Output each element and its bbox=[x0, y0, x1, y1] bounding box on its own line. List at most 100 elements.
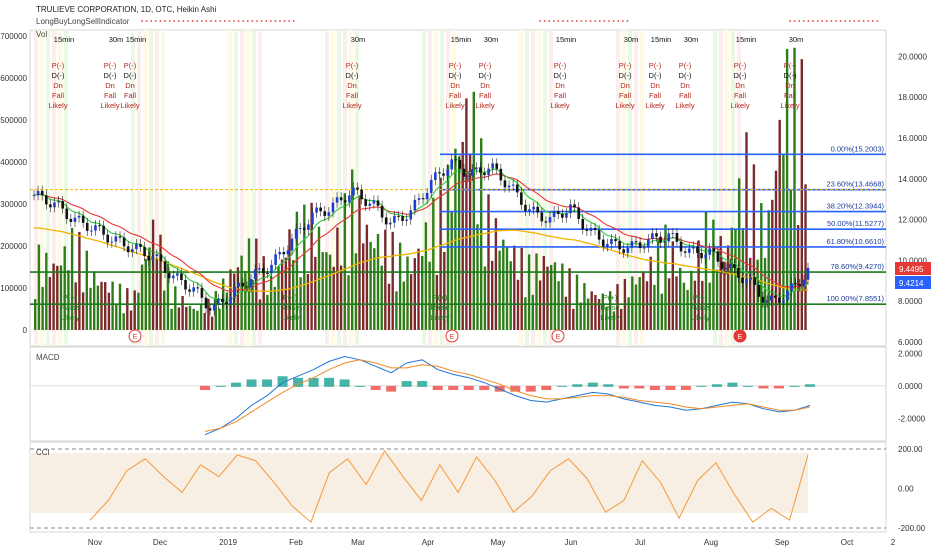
candle-body bbox=[442, 173, 445, 176]
macd-histogram-bar bbox=[293, 377, 304, 387]
volume-bar bbox=[317, 226, 321, 330]
annotation-text: P(-) bbox=[619, 61, 632, 70]
candle-body bbox=[732, 264, 736, 268]
volume-bar bbox=[509, 261, 512, 330]
macd-histogram-bar bbox=[277, 376, 288, 387]
macd-histogram-bar bbox=[324, 377, 335, 387]
candle-body bbox=[253, 269, 257, 280]
raise-annotation: Raise bbox=[430, 303, 449, 312]
volume-bar bbox=[233, 273, 236, 330]
volume-bar bbox=[240, 255, 243, 330]
chart-title: TRULIEVE CORPORATION, 1D, OTC, Heikin As… bbox=[36, 5, 217, 14]
signal-highlight-column bbox=[616, 30, 620, 346]
cci-tick: -200.00 bbox=[898, 524, 926, 533]
volume-bar bbox=[351, 169, 354, 330]
last-price-value: 9.4495 bbox=[899, 265, 924, 274]
price-tick: 12.0000 bbox=[898, 216, 927, 225]
candle-body bbox=[335, 197, 339, 203]
price-tick: 20.0000 bbox=[898, 52, 927, 61]
candle-body bbox=[233, 286, 236, 298]
annotation-text: Likely bbox=[100, 101, 119, 110]
candle-body bbox=[499, 168, 503, 181]
candle-body bbox=[786, 290, 789, 301]
annotation-text: Likely bbox=[730, 101, 749, 110]
volume-bar bbox=[450, 211, 453, 330]
annotation-text: Dn bbox=[620, 81, 630, 90]
volume-bar bbox=[424, 222, 428, 330]
candle-body bbox=[761, 296, 765, 303]
signal-dot bbox=[612, 20, 615, 22]
volume-bar bbox=[269, 275, 273, 330]
signal-dot bbox=[182, 20, 185, 22]
macd-histogram-bar bbox=[479, 385, 490, 391]
raise-annotation: Likely bbox=[60, 313, 79, 322]
signal-highlight-column bbox=[422, 30, 426, 346]
candle-body bbox=[397, 215, 400, 217]
candle-body bbox=[167, 272, 171, 279]
heikin-ashi-candles bbox=[32, 154, 810, 316]
annotation-text: D(-) bbox=[784, 71, 797, 80]
candle-body bbox=[348, 195, 351, 203]
annotation-text: D(-) bbox=[479, 71, 492, 80]
candle-body bbox=[569, 204, 572, 214]
candle-body bbox=[409, 210, 413, 220]
price-tick: 8.0000 bbox=[898, 297, 923, 306]
volume-bar bbox=[56, 265, 59, 330]
volume-bar bbox=[111, 281, 114, 330]
candle-body bbox=[151, 256, 155, 261]
candle-body bbox=[216, 299, 220, 305]
candle-body bbox=[57, 201, 60, 203]
signal-dot bbox=[848, 20, 851, 22]
ema-fast-line bbox=[33, 168, 809, 302]
candle-body bbox=[462, 168, 466, 177]
candle-body bbox=[765, 300, 769, 303]
candle-body bbox=[40, 190, 44, 196]
macd-histogram-bar bbox=[215, 385, 226, 387]
volume-bar bbox=[483, 266, 487, 330]
fib-label: 0.00%(15.2003) bbox=[831, 144, 885, 153]
signal-highlight-column bbox=[258, 30, 262, 346]
annotation-text: P(-) bbox=[734, 61, 747, 70]
signal-highlight-column bbox=[137, 30, 141, 346]
signal-highlight-column bbox=[143, 30, 147, 346]
annotation-text: D(-) bbox=[124, 71, 137, 80]
macd-histogram-bar bbox=[711, 384, 722, 387]
volume-bar bbox=[730, 227, 733, 330]
price-tick: 16.0000 bbox=[898, 134, 927, 143]
volume-bar bbox=[671, 241, 674, 330]
candle-body bbox=[135, 244, 138, 250]
macd-tick: -2.0000 bbox=[898, 414, 926, 423]
volume-bar bbox=[395, 291, 398, 330]
volume-bar bbox=[660, 293, 663, 330]
annotation-text: Fall bbox=[734, 91, 746, 100]
candle-body bbox=[229, 297, 232, 305]
candle-body bbox=[741, 277, 744, 283]
macd-histogram-bar bbox=[386, 385, 397, 392]
volume-bar bbox=[726, 245, 730, 330]
time-tick: Sep bbox=[775, 538, 790, 547]
macd-histogram-bar bbox=[805, 384, 815, 387]
signal-dot bbox=[867, 20, 870, 22]
annotation-text: Fall bbox=[649, 91, 661, 100]
candle-body bbox=[110, 241, 114, 243]
volume-bar bbox=[601, 293, 604, 330]
volume-bar bbox=[185, 306, 188, 330]
annotation-text: Likely bbox=[48, 101, 67, 110]
volume-bar bbox=[277, 266, 280, 330]
candle-body bbox=[696, 246, 699, 253]
signal-dot bbox=[223, 20, 226, 22]
macd-histogram-bar bbox=[727, 382, 738, 387]
candle-body bbox=[360, 189, 363, 200]
timeframe-label: 15min bbox=[451, 35, 471, 44]
event-marker bbox=[445, 329, 459, 343]
volume-bar bbox=[443, 252, 446, 330]
volume-bar bbox=[74, 282, 77, 330]
annotation-text: P(-) bbox=[479, 61, 492, 70]
volume-bar bbox=[538, 280, 542, 330]
signal-dot bbox=[844, 20, 847, 22]
price-tick: 10.0000 bbox=[898, 256, 927, 265]
volume-bar bbox=[159, 234, 162, 330]
candle-body bbox=[704, 254, 707, 259]
signal-dot bbox=[260, 20, 263, 22]
signal-dot bbox=[603, 20, 606, 22]
